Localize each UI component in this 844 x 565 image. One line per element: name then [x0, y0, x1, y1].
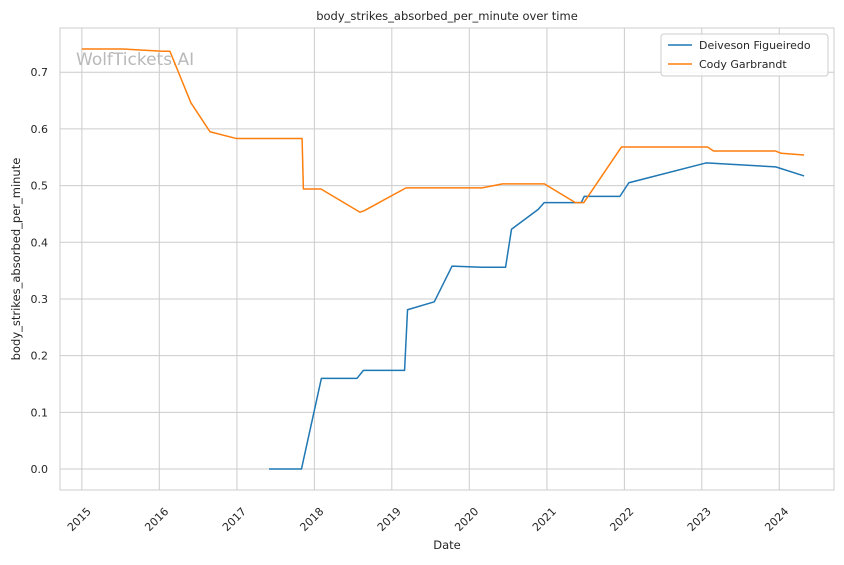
x-tick-label: 2024 — [762, 505, 791, 534]
series-layer — [81, 48, 805, 470]
legend-label-cody-garbrandt: Cody Garbrandt — [699, 58, 787, 71]
y-tick-label: 0.4 — [31, 236, 49, 249]
y-tick-label: 0.2 — [31, 350, 49, 363]
plot-frame — [59, 27, 835, 491]
series-line-deiveson-figueiredo — [268, 162, 805, 470]
x-axis-ticks: 2015 2016 2017 2018 2019 2020 2021 2022 2023 2024 — [65, 505, 791, 534]
grid — [60, 28, 834, 490]
y-tick-label: 0.0 — [31, 463, 49, 476]
chart-title: body_strikes_absorbed_per_minute over ti… — [316, 9, 578, 23]
x-tick-label: 2020 — [452, 505, 481, 534]
y-tick-label: 0.1 — [31, 406, 49, 419]
x-tick-label: 2017 — [220, 505, 249, 534]
y-tick-label: 0.7 — [31, 66, 49, 79]
x-tick-label: 2015 — [65, 505, 94, 534]
x-tick-label: 2022 — [607, 505, 636, 534]
y-tick-label: 0.3 — [31, 293, 49, 306]
legend: Deiveson Figueiredo Cody Garbrandt — [660, 33, 829, 77]
y-axis-ticks: 0.0 0.1 0.2 0.3 0.4 0.5 0.6 0.7 — [31, 66, 49, 476]
x-tick-label: 2016 — [142, 505, 171, 534]
x-tick-label: 2021 — [530, 505, 559, 534]
x-tick-label: 2018 — [297, 505, 326, 534]
watermark: WolfTickets.AI — [76, 50, 194, 70]
x-axis-label: Date — [433, 538, 461, 552]
legend-box — [660, 33, 829, 77]
x-tick-label: 2019 — [375, 505, 404, 534]
y-axis-label: body_strikes_absorbed_per_minute — [9, 158, 23, 361]
x-tick-label: 2023 — [685, 505, 714, 534]
y-tick-label: 0.6 — [31, 123, 49, 136]
series-line-cody-garbrandt — [81, 48, 805, 213]
legend-label-deiveson-figueiredo: Deiveson Figueiredo — [699, 39, 811, 52]
y-tick-label: 0.5 — [31, 180, 49, 193]
